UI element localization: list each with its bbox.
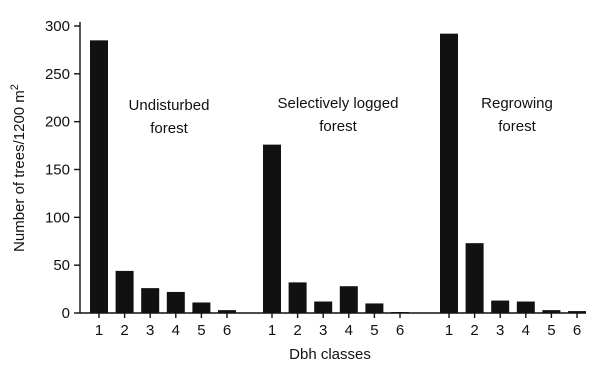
group-annotation-line: forest bbox=[498, 118, 536, 135]
x-tick-label: 1 bbox=[445, 322, 453, 339]
group-annotation-line: forest bbox=[150, 120, 188, 137]
bar bbox=[391, 312, 409, 314]
y-tick-label: 250 bbox=[45, 66, 70, 83]
group-annotation-line: Selectively logged bbox=[278, 95, 399, 112]
bar bbox=[218, 310, 236, 313]
group-annotation-line: forest bbox=[319, 118, 357, 135]
x-tick-label: 5 bbox=[197, 322, 205, 339]
x-tick-label: 5 bbox=[547, 322, 555, 339]
x-tick-label: 6 bbox=[396, 322, 404, 339]
x-tick-label: 4 bbox=[172, 322, 180, 339]
bar bbox=[465, 243, 484, 313]
x-tick-label: 2 bbox=[293, 322, 301, 339]
x-tick-label: 1 bbox=[268, 322, 276, 339]
y-axis: 0 50 100 150 200 250 300 bbox=[45, 18, 81, 322]
bar-group bbox=[440, 33, 586, 314]
group-annotation-line: Undisturbed bbox=[129, 97, 210, 114]
y-axis-title-superscript: 2 bbox=[9, 84, 21, 90]
group-annotation: Selectively logged forest bbox=[278, 95, 399, 135]
y-tick-label: 0 bbox=[62, 305, 70, 322]
bar bbox=[288, 282, 307, 313]
x-tick-label: 6 bbox=[223, 322, 231, 339]
x-tick-label: 3 bbox=[319, 322, 327, 339]
bar bbox=[365, 303, 384, 313]
x-tick-label: 2 bbox=[470, 322, 478, 339]
x-tick-label: 2 bbox=[120, 322, 128, 339]
x-tick-label: 3 bbox=[496, 322, 504, 339]
y-axis-title-main: Number of trees/1200 m bbox=[11, 90, 28, 252]
bars bbox=[90, 33, 586, 314]
x-tick-label: 6 bbox=[573, 322, 581, 339]
group-annotation: Undisturbed forest bbox=[129, 97, 210, 137]
y-tick-label: 200 bbox=[45, 114, 70, 131]
group-annotation: Regrowing forest bbox=[481, 95, 553, 135]
x-tick-label: 4 bbox=[345, 322, 353, 339]
x-tick-label: 1 bbox=[95, 322, 103, 339]
annotations: Undisturbed forest Selectively logged fores… bbox=[129, 95, 553, 137]
bar bbox=[90, 40, 108, 313]
bar bbox=[516, 301, 535, 313]
bar bbox=[192, 302, 211, 313]
y-axis-title: Number of trees/1200 m2 bbox=[9, 84, 28, 252]
bar bbox=[314, 301, 333, 313]
bar bbox=[166, 291, 185, 313]
bar bbox=[339, 286, 358, 313]
x-tick-label: 5 bbox=[370, 322, 378, 339]
bar bbox=[491, 300, 510, 313]
x-tick-label: 3 bbox=[146, 322, 154, 339]
group-annotation-line: Regrowing bbox=[481, 95, 553, 112]
y-tick-label: 100 bbox=[45, 209, 70, 226]
y-tick-label: 50 bbox=[53, 257, 70, 274]
bar bbox=[141, 288, 160, 313]
bar-group bbox=[263, 144, 409, 314]
x-axis-title: Dbh classes bbox=[289, 346, 371, 363]
bar bbox=[568, 311, 586, 313]
y-tick-label: 150 bbox=[45, 162, 70, 179]
x-tick-label: 4 bbox=[522, 322, 530, 339]
bar bbox=[542, 310, 561, 313]
y-tick-label: 300 bbox=[45, 18, 70, 35]
bar-group bbox=[90, 40, 236, 313]
bar bbox=[115, 270, 134, 313]
bar bbox=[440, 33, 458, 314]
bar bbox=[263, 144, 281, 313]
